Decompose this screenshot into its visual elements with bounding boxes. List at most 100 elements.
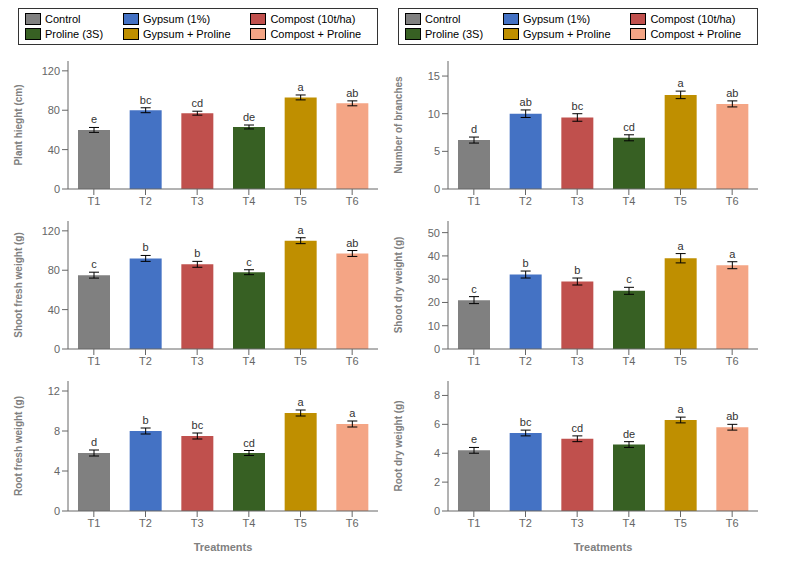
svg-text:T6: T6 — [726, 517, 739, 529]
svg-text:c: c — [626, 273, 632, 285]
svg-text:d: d — [471, 123, 477, 135]
svg-text:40: 40 — [428, 250, 440, 262]
svg-text:Treatments: Treatments — [574, 541, 633, 553]
svg-text:T5: T5 — [674, 195, 687, 207]
svg-text:T6: T6 — [346, 355, 359, 367]
svg-text:a: a — [298, 396, 305, 408]
svg-text:50: 50 — [428, 227, 440, 239]
svg-text:0: 0 — [434, 183, 440, 195]
svg-text:T3: T3 — [571, 195, 584, 207]
svg-text:T2: T2 — [519, 355, 532, 367]
svg-text:a: a — [349, 407, 356, 419]
svg-text:2: 2 — [434, 476, 440, 488]
svg-text:T1: T1 — [87, 355, 100, 367]
svg-text:ab: ab — [520, 96, 532, 108]
svg-text:b: b — [143, 241, 149, 253]
svg-text:T2: T2 — [139, 355, 152, 367]
svg-text:0: 0 — [54, 505, 60, 517]
svg-text:b: b — [574, 264, 580, 276]
svg-text:Treatments: Treatments — [194, 541, 253, 553]
svg-text:a: a — [678, 240, 685, 252]
svg-text:0: 0 — [434, 505, 440, 517]
svg-text:T2: T2 — [139, 517, 152, 529]
svg-text:80: 80 — [48, 264, 60, 276]
svg-text:a: a — [298, 81, 305, 93]
svg-text:T1: T1 — [467, 195, 480, 207]
svg-text:T6: T6 — [726, 355, 739, 367]
svg-text:bc: bc — [192, 419, 204, 431]
svg-text:T2: T2 — [519, 517, 532, 529]
svg-text:ab: ab — [726, 87, 738, 99]
svg-text:b: b — [143, 414, 149, 426]
svg-text:T4: T4 — [242, 355, 255, 367]
svg-text:a: a — [729, 248, 736, 260]
svg-text:6: 6 — [434, 418, 440, 430]
svg-text:0: 0 — [434, 343, 440, 355]
svg-text:a: a — [678, 403, 685, 415]
svg-text:20: 20 — [428, 296, 440, 308]
svg-text:T6: T6 — [346, 517, 359, 529]
svg-text:T3: T3 — [191, 355, 204, 367]
svg-text:T4: T4 — [622, 355, 635, 367]
svg-text:cd: cd — [243, 437, 255, 449]
svg-text:5: 5 — [434, 145, 440, 157]
svg-text:8: 8 — [54, 425, 60, 437]
svg-text:T4: T4 — [622, 517, 635, 529]
svg-text:30: 30 — [428, 273, 440, 285]
svg-text:T3: T3 — [571, 517, 584, 529]
svg-text:80: 80 — [48, 104, 60, 116]
svg-text:T3: T3 — [571, 355, 584, 367]
svg-text:a: a — [678, 77, 685, 89]
svg-text:40: 40 — [48, 144, 60, 156]
svg-text:T3: T3 — [191, 195, 204, 207]
svg-text:40: 40 — [48, 304, 60, 316]
svg-text:12: 12 — [48, 385, 60, 397]
svg-text:T5: T5 — [674, 355, 687, 367]
svg-text:Root fresh weight (g): Root fresh weight (g) — [13, 396, 24, 496]
svg-text:bc: bc — [140, 94, 152, 106]
svg-text:T6: T6 — [346, 195, 359, 207]
svg-text:ab: ab — [726, 410, 738, 422]
svg-text:0: 0 — [54, 183, 60, 195]
svg-text:T2: T2 — [519, 195, 532, 207]
svg-text:15: 15 — [428, 70, 440, 82]
svg-text:T5: T5 — [674, 517, 687, 529]
svg-text:c: c — [471, 283, 477, 295]
svg-text:10: 10 — [428, 108, 440, 120]
svg-text:T1: T1 — [467, 355, 480, 367]
svg-text:T4: T4 — [622, 195, 635, 207]
svg-text:T1: T1 — [87, 517, 100, 529]
svg-text:bc: bc — [520, 416, 532, 428]
svg-text:c: c — [91, 258, 97, 270]
svg-text:cd: cd — [572, 422, 584, 434]
svg-text:b: b — [523, 257, 529, 269]
svg-text:e: e — [471, 433, 477, 445]
svg-text:de: de — [623, 428, 635, 440]
svg-text:Shoot fresh weight (g): Shoot fresh weight (g) — [13, 232, 24, 338]
svg-text:10: 10 — [428, 320, 440, 332]
svg-text:Root dry weight (g): Root dry weight (g) — [393, 400, 404, 491]
svg-text:ab: ab — [346, 237, 358, 249]
svg-text:cd: cd — [192, 97, 204, 109]
svg-text:T4: T4 — [242, 517, 255, 529]
svg-text:bc: bc — [572, 100, 584, 112]
svg-text:T4: T4 — [242, 195, 255, 207]
svg-text:Number of branches: Number of branches — [393, 76, 404, 174]
svg-text:de: de — [243, 111, 255, 123]
svg-text:Shoot dry weight (g): Shoot dry weight (g) — [393, 237, 404, 334]
svg-text:T1: T1 — [87, 195, 100, 207]
svg-text:e: e — [91, 113, 97, 125]
svg-text:T5: T5 — [294, 355, 307, 367]
svg-text:T1: T1 — [467, 517, 480, 529]
svg-text:120: 120 — [42, 225, 60, 237]
svg-text:b: b — [194, 247, 200, 259]
svg-text:T5: T5 — [294, 195, 307, 207]
svg-text:4: 4 — [54, 465, 60, 477]
svg-text:cd: cd — [623, 121, 635, 133]
svg-text:8: 8 — [434, 389, 440, 401]
svg-text:0: 0 — [54, 343, 60, 355]
svg-text:a: a — [298, 224, 305, 236]
svg-text:ab: ab — [346, 87, 358, 99]
svg-text:T3: T3 — [191, 517, 204, 529]
svg-text:4: 4 — [434, 447, 440, 459]
